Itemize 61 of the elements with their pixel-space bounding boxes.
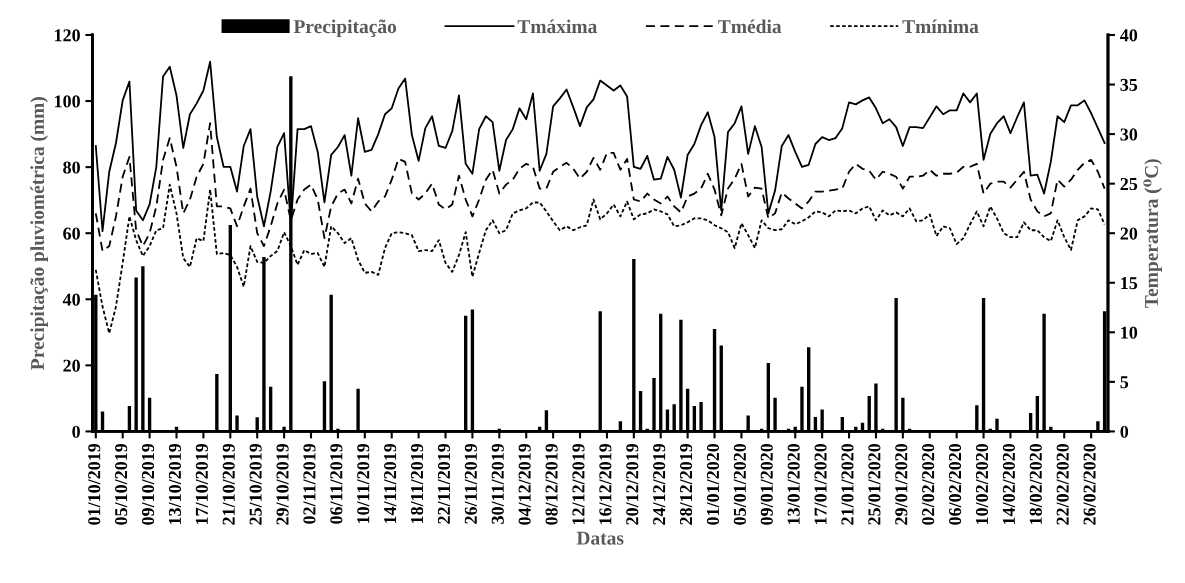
y2-tick-label: 40: [1120, 29, 1138, 42]
x-tick-label: 06/02/2020: [948, 443, 962, 525]
y2-tick-label: 10: [1121, 326, 1138, 339]
x-tick-label: 25/10/2019: [249, 443, 262, 525]
x-tick-label: 28/12/2019: [679, 443, 693, 525]
x-axis-title: Datas: [576, 531, 624, 545]
x-tick-label: 30/11/2019: [491, 443, 504, 524]
legend-label: Tmínima: [902, 19, 979, 34]
y-tick-label: 40: [62, 293, 80, 306]
x-tick-label: 16/12/2019: [599, 443, 612, 525]
x-tick-label: 17/10/2019: [195, 443, 208, 525]
x-tick-label: 09/10/2019: [141, 443, 155, 525]
x-tick-label: 12/12/2019: [572, 443, 585, 525]
x-tick-label: 17/01/2020: [814, 443, 827, 525]
x-tick-label: 25/01/2020: [868, 443, 881, 525]
x-tick-label: 13/10/2019: [168, 443, 182, 525]
x-tick-label: 21/01/2020: [841, 443, 854, 525]
y-tick-label: 120: [54, 29, 80, 42]
x-tick-label: 06/11/2019: [330, 443, 343, 524]
y2-tick-label: 15: [1121, 277, 1138, 290]
y-tick-label: 100: [54, 95, 80, 108]
y2-tick-label: 30: [1120, 128, 1138, 141]
x-tick-label: 10/11/2019: [357, 443, 370, 524]
x-tick-label: 26/11/2019: [464, 443, 477, 524]
y-tick-label: 0: [72, 425, 80, 438]
y-axis-title: Precipitação pluviométrica (mm): [30, 97, 48, 370]
x-tick-label: 04/12/2019: [518, 443, 531, 525]
y-tick-label: 80: [63, 161, 80, 174]
y2-tick-label: 25: [1120, 177, 1138, 191]
x-tick-label: 02/02/2020: [922, 443, 935, 525]
y2-tick-label: 20: [1120, 227, 1138, 240]
x-tick-label: 22/11/2019: [437, 443, 451, 524]
x-tick-label: 09/01/2020: [760, 443, 773, 525]
x-tick-label: 13/01/2020: [787, 443, 800, 525]
x-tick-label: 20/12/2019: [626, 443, 639, 525]
x-tick-label: 01/10/2019: [88, 443, 101, 525]
y2-tick-label: 35: [1120, 78, 1138, 91]
x-tick-label: 14/11/2019: [384, 443, 397, 524]
x-tick-label: 26/02/2020: [1083, 443, 1096, 525]
x-tick-label: 22/02/2020: [1056, 443, 1069, 525]
x-tick-label: 05/10/2019: [115, 443, 128, 525]
legend-label: Tmédia: [718, 19, 782, 34]
legend-label: Precipitação: [293, 19, 397, 38]
x-tick-label: 29/10/2019: [276, 443, 289, 525]
x-tick-label: 21/10/2019: [222, 443, 235, 525]
y2-tick-label: 5: [1120, 376, 1129, 389]
x-tick-label: 14/02/2020: [1002, 443, 1015, 525]
y2-axis-title: Temperatura (⁰C): [1143, 159, 1162, 308]
x-tick-label: 01/01/2020: [706, 443, 720, 525]
x-tick-label: 05/01/2020: [733, 443, 746, 525]
x-tick-label: 02/11/2019: [303, 443, 316, 524]
x-tick-label: 24/12/2019: [653, 443, 666, 525]
y2-tick-label: 0: [1120, 425, 1129, 438]
x-tick-label: 29/01/2020: [895, 443, 908, 525]
y-tick-label: 20: [63, 359, 80, 372]
legend-label: Tmáxima: [517, 19, 598, 34]
x-tick-label: 08/12/2019: [545, 443, 558, 525]
y-tick-label: 60: [63, 227, 80, 240]
x-tick-label: 10/02/2020: [975, 443, 989, 525]
x-tick-label: 18/02/2020: [1029, 443, 1042, 525]
x-tick-label: 18/11/2019: [410, 443, 424, 524]
